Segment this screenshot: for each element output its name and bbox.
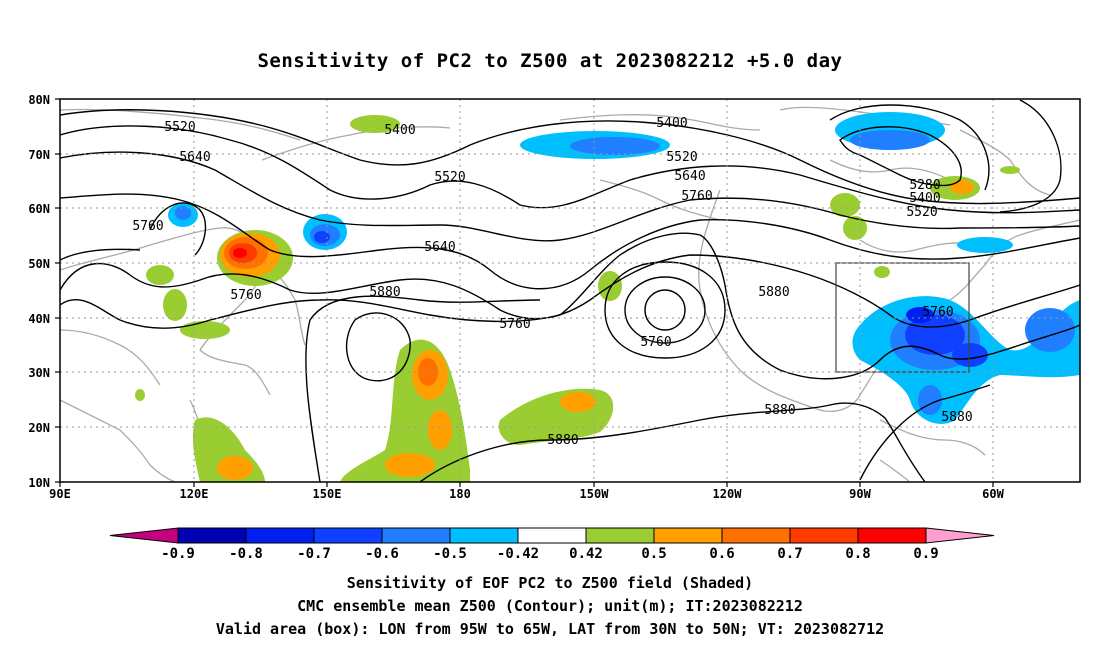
colorbar-swatch bbox=[789, 527, 859, 544]
contour-label: 5640 bbox=[674, 169, 705, 184]
contour-label: 5400 bbox=[656, 116, 687, 131]
contour-label: 5760 bbox=[230, 288, 261, 303]
colorbar-tick-label: 0.6 bbox=[709, 546, 734, 562]
colorbar-tick-label: 0.7 bbox=[777, 546, 802, 562]
lat-label: 60N bbox=[28, 202, 50, 216]
footer-line-1: Sensitivity of EOF PC2 to Z500 field (Sh… bbox=[346, 574, 754, 592]
colorbar-tick-label: 0.42 bbox=[569, 546, 603, 562]
lon-label: 90W bbox=[849, 487, 871, 501]
lon-label: 120W bbox=[713, 487, 743, 501]
axis-ticks bbox=[55, 98, 994, 487]
contour-label: 5760 bbox=[499, 317, 530, 332]
map-title: Sensitivity of PC2 to Z500 at 2023082212… bbox=[257, 50, 843, 72]
contour-labels: 5520 5400 5400 5640 5520 5520 5640 5760 … bbox=[132, 116, 972, 448]
contour-label: 5880 bbox=[369, 285, 400, 300]
lon-label: 60W bbox=[982, 487, 1004, 501]
contour-label: 5760 bbox=[681, 189, 712, 204]
colorbar-swatch bbox=[857, 527, 927, 544]
colorbar-tick-label: 0.8 bbox=[845, 546, 870, 562]
contour-label: 5280 bbox=[909, 178, 940, 193]
contour-label: 5880 bbox=[764, 403, 795, 418]
lat-label: 10N bbox=[28, 476, 50, 490]
colorbar-tick-label: -0.9 bbox=[161, 546, 195, 562]
plot-frame bbox=[59, 98, 1081, 483]
colorbar-tick-label: -0.8 bbox=[229, 546, 263, 562]
colorbar-swatch bbox=[517, 527, 587, 544]
lon-label: 150W bbox=[580, 487, 610, 501]
lon-label: 90E bbox=[49, 487, 71, 501]
contour-label: 5520 bbox=[434, 170, 465, 185]
contour-label: 5400 bbox=[909, 191, 940, 206]
colorbar-swatch bbox=[449, 527, 519, 544]
contour-label: 5880 bbox=[547, 433, 578, 448]
lon-label: 120E bbox=[180, 487, 209, 501]
contour-label: 5640 bbox=[424, 240, 455, 255]
colorbar-swatch bbox=[245, 527, 315, 544]
colorbar-swatch bbox=[653, 527, 723, 544]
contour-label: 5880 bbox=[758, 285, 789, 300]
lat-label: 80N bbox=[28, 93, 50, 107]
colorbar-end-high bbox=[925, 527, 995, 544]
contour-label: 5760 bbox=[640, 335, 671, 350]
colorbar-swatch bbox=[313, 527, 383, 544]
footer-line-3: Valid area (box): LON from 95W to 65W, L… bbox=[215, 620, 885, 638]
contour-label: 5520 bbox=[666, 150, 697, 165]
contour-label: 5520 bbox=[164, 120, 195, 135]
colorbar-swatch bbox=[177, 527, 247, 544]
contour-label: 5640 bbox=[179, 150, 210, 165]
lat-label: 20N bbox=[28, 421, 50, 435]
gridlines bbox=[60, 99, 1080, 482]
longitude-labels: 90E 120E 150E 180 150W 120W 90W 60W bbox=[49, 487, 1004, 501]
lat-label: 50N bbox=[28, 257, 50, 271]
contour-label: 5760 bbox=[132, 219, 163, 234]
colorbar-swatch bbox=[585, 527, 655, 544]
colorbar-tick-label: -0.42 bbox=[497, 546, 539, 562]
colorbar-tick-label: 0.5 bbox=[641, 546, 666, 562]
contour-label: 5880 bbox=[941, 410, 972, 425]
z500-contours bbox=[60, 99, 1080, 482]
colorbar-swatch bbox=[381, 527, 451, 544]
colorbar-tick-label: -0.7 bbox=[297, 546, 331, 562]
colorbar-labels: -0.9 -0.8 -0.7 -0.6 -0.5 -0.42 0.42 0.5 0.6 0.7 0.… bbox=[161, 546, 939, 562]
lon-label: 150E bbox=[313, 487, 342, 501]
colorbar-end-low bbox=[109, 527, 179, 544]
contour-label: 5760 bbox=[922, 305, 953, 320]
contour-label: 5400 bbox=[384, 123, 415, 138]
lat-label: 30N bbox=[28, 366, 50, 380]
colorbar bbox=[109, 527, 995, 544]
lat-label: 70N bbox=[28, 148, 50, 162]
colorbar-tick-label: -0.5 bbox=[433, 546, 467, 562]
footer-line-2: CMC ensemble mean Z500 (Contour); unit(m… bbox=[297, 597, 803, 615]
latitude-labels: 80N 70N 60N 50N 40N 30N 20N 10N bbox=[28, 93, 50, 490]
contour-label: 5520 bbox=[906, 205, 937, 220]
lat-label: 40N bbox=[28, 312, 50, 326]
colorbar-tick-label: 0.9 bbox=[913, 546, 938, 562]
lon-label: 180 bbox=[449, 487, 471, 501]
colorbar-swatch bbox=[721, 527, 791, 544]
colorbar-tick-label: -0.6 bbox=[365, 546, 399, 562]
